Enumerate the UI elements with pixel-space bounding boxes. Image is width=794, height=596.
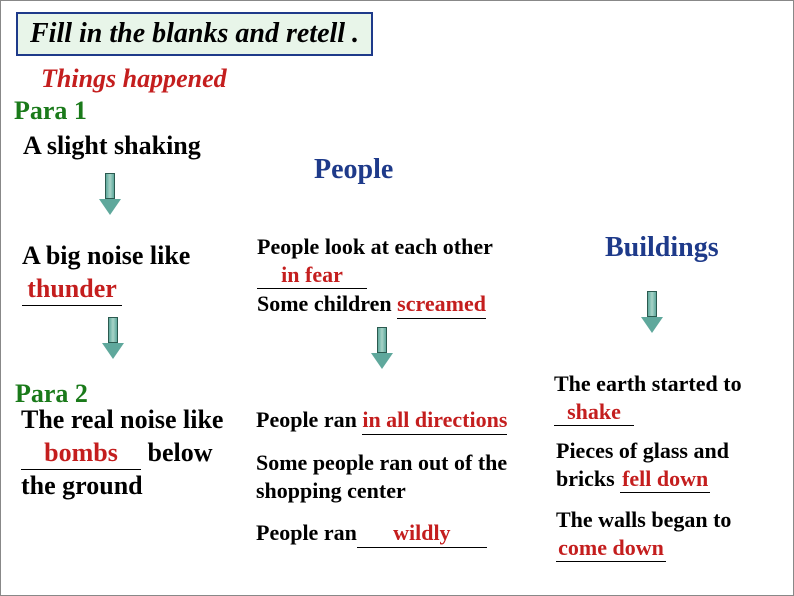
col1-real-noise: The real noise likebombs below the groun… bbox=[21, 404, 251, 503]
col1-big-noise: A big noise like thunder bbox=[22, 240, 222, 306]
col2-shopping-center: Some people ran out of the shopping cent… bbox=[256, 449, 516, 504]
arrow-down-icon bbox=[641, 291, 663, 333]
title-box: Fill in the blanks and retell . bbox=[16, 12, 373, 56]
col1-l3-answer: bombs bbox=[21, 437, 141, 471]
col3-l2-answer: fell down bbox=[620, 465, 710, 494]
heading-people: People bbox=[314, 152, 393, 187]
arrow-down-icon bbox=[99, 173, 121, 215]
col1-l2-pre: A big noise like bbox=[22, 241, 190, 270]
heading-para1: Para 1 bbox=[14, 95, 87, 128]
col3-l3-answer: come down bbox=[556, 534, 666, 563]
col2-l2-answer: screamed bbox=[397, 290, 486, 319]
col2-children: Some children screamed bbox=[257, 290, 486, 319]
col2-l5-pre: People ran bbox=[256, 520, 357, 545]
col3-earth-shake: The earth started toshake bbox=[554, 370, 784, 426]
col3-l1-answer: shake bbox=[554, 398, 634, 427]
heading-buildings: Buildings bbox=[605, 230, 719, 265]
col2-l1-pre: People look at each other bbox=[257, 234, 493, 259]
subtitle-things-happened: Things happened bbox=[41, 63, 227, 96]
col2-look-each-other: People look at each otherin fear bbox=[257, 233, 497, 289]
arrow-down-icon bbox=[371, 327, 393, 369]
col2-l3-pre: People ran bbox=[256, 407, 362, 432]
col3-l3-pre: The walls began to bbox=[556, 507, 731, 532]
col2-ran-directions: People ran in all directions bbox=[256, 406, 507, 435]
col2-ran-wildly: People ranwildly bbox=[256, 519, 487, 548]
col2-l2-pre: Some children bbox=[257, 291, 397, 316]
col1-l3-pre: The real noise like bbox=[21, 405, 223, 434]
col3-walls: The walls began tocome down bbox=[556, 506, 786, 562]
col2-l5-answer: wildly bbox=[357, 519, 487, 548]
col3-glass-bricks: Pieces of glass and bricks fell down bbox=[556, 437, 786, 493]
col2-l3-answer: in all directions bbox=[362, 406, 507, 435]
col3-l1-pre: The earth started to bbox=[554, 371, 742, 396]
arrow-down-icon bbox=[102, 317, 124, 359]
col1-l2-answer: thunder bbox=[22, 273, 122, 307]
col2-l1-answer: in fear bbox=[257, 261, 367, 290]
col1-slight-shaking: A slight shaking bbox=[23, 130, 201, 163]
